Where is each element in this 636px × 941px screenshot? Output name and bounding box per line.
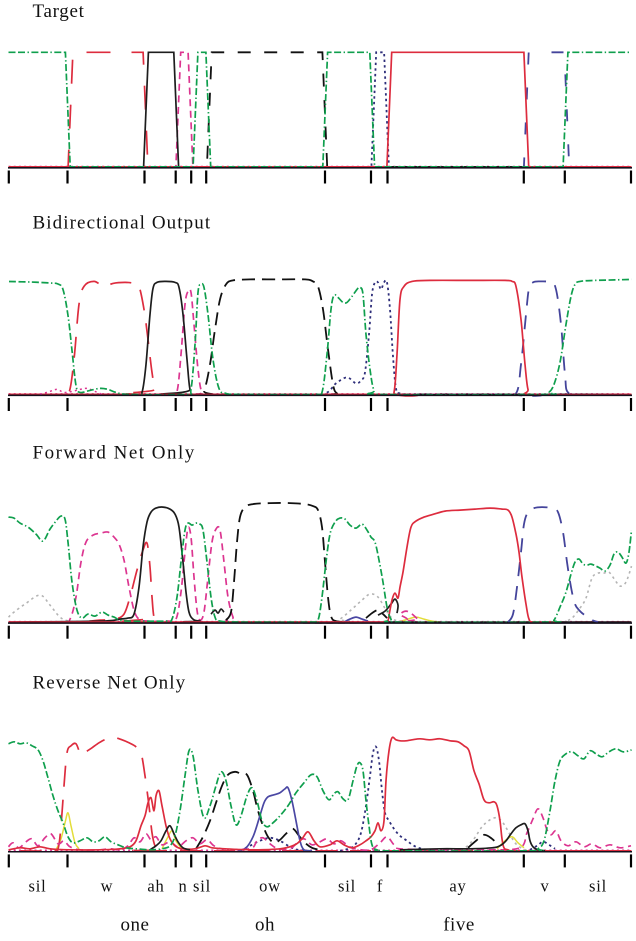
svg-text:Bidirectional Output: Bidirectional Output [33,213,212,234]
svg-text:sil: sil [338,877,356,896]
svg-text:sil: sil [589,877,607,896]
svg-text:ah: ah [147,877,164,896]
svg-text:Forward Net Only: Forward Net Only [33,443,196,464]
svg-text:one: one [121,915,150,936]
svg-text:v: v [540,877,549,896]
svg-text:Reverse Net Only: Reverse Net Only [33,673,187,694]
svg-text:oh: oh [255,915,275,936]
svg-text:five: five [443,915,475,936]
svg-text:ow: ow [259,877,281,896]
svg-text:f: f [377,877,383,896]
svg-text:n: n [178,877,187,896]
svg-text:w: w [101,877,114,896]
svg-text:ay: ay [449,877,466,896]
svg-text:sil: sil [29,877,47,896]
svg-text:sil: sil [193,877,211,896]
svg-text:Target: Target [33,1,85,22]
